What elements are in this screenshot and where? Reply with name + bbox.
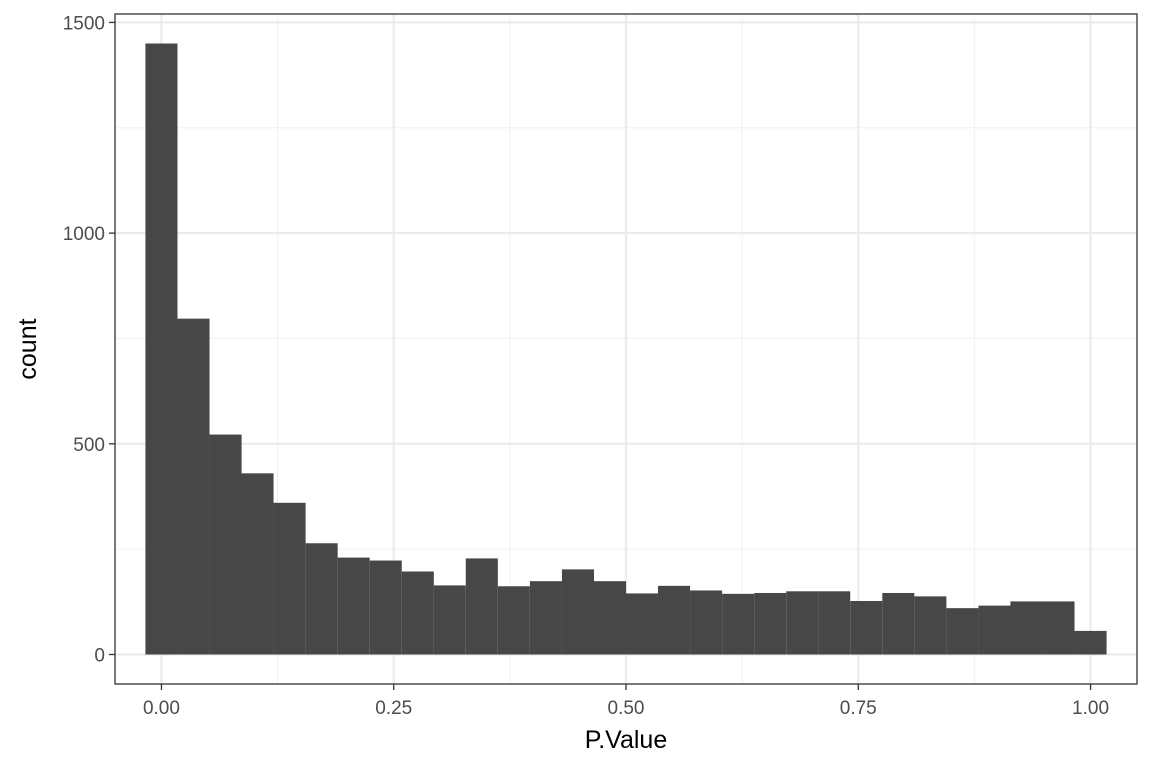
x-axis-title: P.Value: [585, 726, 667, 754]
axis-layer: 0.00 0.25 0.50 0.75 1.00 0 500 1000 1500: [63, 13, 1109, 719]
histogram-bar: [529, 581, 562, 655]
x-tick-label: 0.25: [375, 698, 412, 719]
histogram-bar: [818, 591, 851, 655]
histogram-bar: [690, 590, 723, 655]
histogram-bar: [1074, 630, 1107, 655]
y-tick-label: 500: [73, 435, 105, 456]
bar-layer: [145, 43, 1107, 655]
histogram-bar: [625, 593, 659, 655]
x-tick-label: 0.00: [143, 698, 180, 719]
histogram-bar: [433, 585, 466, 655]
y-tick-label: 1500: [63, 13, 105, 34]
x-tick-label: 1.00: [1072, 698, 1109, 719]
histogram-bar: [561, 569, 594, 655]
y-tick-label: 0: [94, 646, 105, 667]
histogram-bar: [465, 558, 498, 655]
histogram-bar: [722, 593, 755, 655]
y-axis-title: count: [14, 318, 42, 379]
histogram-bar: [369, 560, 402, 655]
histogram-bar: [786, 591, 819, 655]
histogram-bar: [754, 592, 787, 655]
histogram-bar: [337, 557, 370, 655]
histogram-bar: [241, 473, 274, 655]
histogram-bar: [273, 502, 306, 655]
histogram-bar: [978, 605, 1011, 655]
y-tick-label: 1000: [63, 224, 105, 245]
x-tick-label: 0.50: [608, 698, 645, 719]
histogram-bar: [1042, 601, 1075, 655]
histogram-bar: [305, 543, 338, 655]
histogram-bar: [658, 585, 691, 655]
x-tick-label: 0.75: [840, 698, 877, 719]
histogram-bar: [145, 43, 178, 655]
histogram-bar: [593, 581, 627, 655]
histogram-bar: [850, 600, 883, 655]
histogram-bar: [209, 434, 242, 655]
histogram-bar: [914, 596, 947, 655]
histogram-bar: [1010, 601, 1043, 655]
histogram-bar: [882, 592, 915, 655]
histogram-bar: [401, 571, 434, 655]
histogram-bar: [497, 586, 530, 655]
histogram-bar: [946, 608, 979, 655]
histogram-bar: [177, 318, 210, 655]
